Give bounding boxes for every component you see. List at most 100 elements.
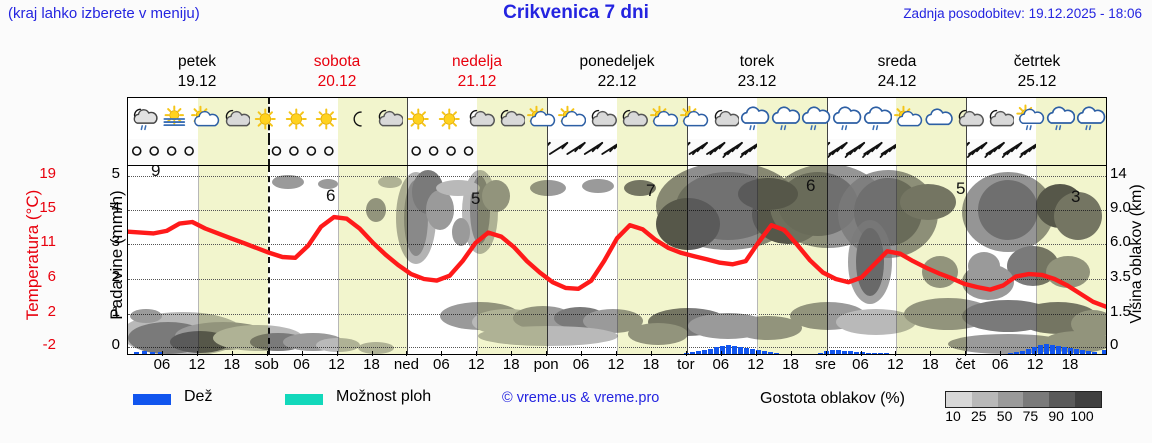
time-tick-label: 12 [1026,356,1044,373]
showers-swatch [285,394,323,405]
day-name: petek [178,53,216,70]
moon-cloud-icon [464,102,495,136]
precipitation-tick: 0 [111,336,120,354]
page-title: Crikvenica 7 dni [503,2,649,23]
day-separator [407,98,409,139]
temperature-tick: -2 [42,336,56,354]
day-date: 24.12 [877,73,917,90]
day-date: 25.12 [1017,73,1057,90]
cloud-density-step [946,392,972,407]
cloud-height-tick: 3.5 [1110,267,1131,285]
precipitation-tick: 3 [111,233,120,251]
time-tick-mark [406,351,408,356]
time-tick-label: 06 [991,356,1009,373]
daylight-highlight [337,166,408,354]
moon-cloud-icon [617,102,648,136]
time-tick-mark [1035,351,1037,356]
temperature-value-label: 3 [1071,187,1081,206]
time-tick-mark [685,351,687,356]
sun-cloud-icon [892,102,923,136]
moon-cloud-icon [495,102,526,136]
time-tick-mark [616,351,617,356]
gridline-vertical [197,166,199,354]
gridline-vertical [896,166,898,354]
last-update: Zadnja posodobitev: 19.12.2025 - 18:06 [903,6,1142,21]
cloud-drizzle-icon [800,102,831,136]
forecast-plot: 1213914612513713610573 [127,165,1107,355]
sun-icon [403,102,434,136]
moon-cloud-icon [586,102,617,136]
cloud-drizzle-icon [831,102,862,136]
day-name: ponedeljek [579,53,655,70]
weather-icon-band [127,97,1107,139]
time-tick-mark [895,351,897,356]
time-tick-mark [1000,351,1002,356]
temperature-value-label: 9 [151,165,161,180]
day-separator [826,166,828,354]
moon-cloud-icon [984,102,1015,136]
time-tick-label: 18 [782,356,799,373]
copyright-link[interactable]: © vreme.us & vreme.pro [502,390,660,406]
time-tick-mark [720,351,722,356]
temperature-value-label: 7 [646,181,656,200]
time-tick-mark [511,351,513,356]
cloud-height-tick: 6.0 [1110,233,1131,251]
temperature-value-label: 5 [471,189,481,208]
temperature-axis-ticks: 19 15 11 6 2 -2 [22,165,56,355]
cloud-height-tick: 1.5 [1110,302,1131,320]
time-tick-mark [825,351,827,356]
precipitation-tick: 2 [111,267,120,285]
sun-icon [311,102,342,136]
time-tick-label: sob [254,356,279,373]
day-separator [267,139,271,165]
sun-cloud-icon [189,102,220,136]
temperature-tick: 6 [47,267,56,285]
time-tick-label: 06 [852,356,869,373]
time-tick-label: sre [815,356,836,373]
day-separator [826,139,828,165]
time-tick-mark [860,351,862,356]
cloud-drizzle-icon [1045,102,1076,136]
day-header-2: nedelja 21.12 [407,52,547,96]
temperature-curve [128,214,1106,309]
daylight-highlight [617,139,687,165]
cloud-density-tick: 50 [996,408,1013,424]
time-tick-mark [650,351,652,356]
temperature-tick: 11 [40,233,56,251]
time-tick-label: 06 [153,356,171,373]
time-tick-label: 12 [328,356,345,373]
cloud-density-scale [945,391,1102,408]
day-date: 21.12 [457,73,497,90]
day-header-6: četrtek 25.12 [967,52,1107,96]
day-date: 19.12 [177,73,217,90]
rain-swatch [133,394,171,405]
time-tick-mark [231,351,233,356]
time-tick-label: 12 [607,356,625,373]
day-header-row: petek 19.12 sobota 20.12 nedelja 21.12 ponedel… [127,52,1107,96]
cloud-height-tick: 9.0 [1110,199,1131,217]
temperature-value-label: 6 [806,176,816,195]
time-tick-label: 06 [712,356,730,373]
gridline-vertical [477,166,479,354]
cloud-density-step [1049,392,1076,407]
day-date: 20.12 [317,73,357,90]
day-header-1: sobota 20.12 [267,52,407,96]
gridline-vertical [337,166,339,354]
time-tick-label: 06 [293,356,310,373]
time-tick-mark [755,351,757,356]
time-tick-mark [965,351,967,356]
day-separator [686,166,688,354]
time-tick-label: tor [677,356,695,373]
day-separator [407,139,409,165]
legend: Dež Možnost ploh © vreme.us & vreme.pro … [127,388,1152,433]
day-header-3: ponedeljek 22.12 [547,52,687,96]
moon-cloud-icon [220,102,251,136]
time-tick-label: čet [955,356,976,373]
time-tick-mark [581,351,583,356]
day-name: torek [739,53,775,70]
time-tick-label: 12 [747,356,765,373]
cloud-density-step [997,392,1024,407]
showers-legend-label: Možnost ploh [336,388,432,405]
temperature-tick: 19 [39,165,56,183]
cloud-density-tick: 25 [971,408,987,424]
